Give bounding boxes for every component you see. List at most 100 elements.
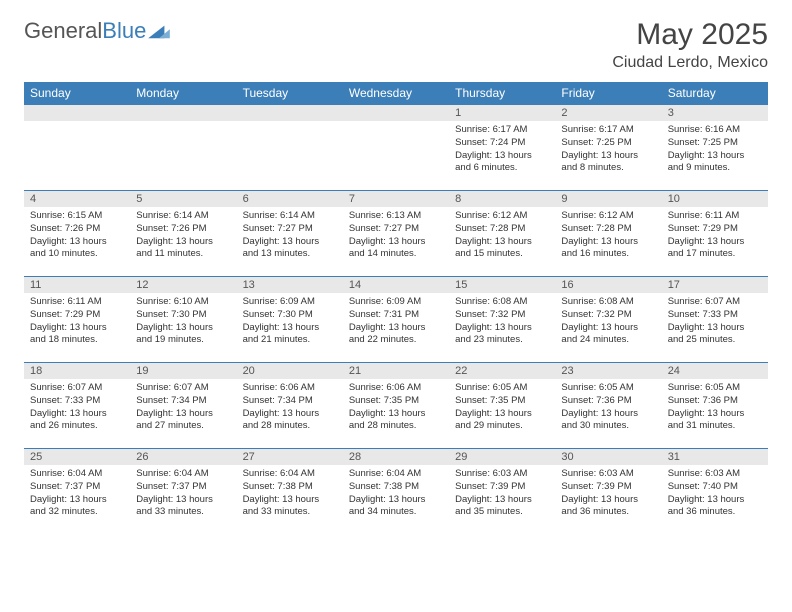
day-daylight1: Daylight: 13 hours	[243, 236, 337, 249]
calendar-day-cell: 6Sunrise: 6:14 AMSunset: 7:27 PMDaylight…	[237, 191, 343, 277]
day-daylight1: Daylight: 13 hours	[561, 322, 655, 335]
day-number: 17	[662, 277, 768, 293]
calendar-week-row: 1Sunrise: 6:17 AMSunset: 7:24 PMDaylight…	[24, 105, 768, 191]
day-sunrise: Sunrise: 6:03 AM	[668, 468, 762, 481]
day-header: Sunday	[24, 82, 130, 105]
day-daylight2: and 33 minutes.	[243, 506, 337, 519]
day-number: 4	[24, 191, 130, 207]
day-sunset: Sunset: 7:36 PM	[561, 395, 655, 408]
day-sunrise: Sunrise: 6:03 AM	[455, 468, 549, 481]
day-sunset: Sunset: 7:38 PM	[349, 481, 443, 494]
day-sunrise: Sunrise: 6:04 AM	[349, 468, 443, 481]
day-sunrise: Sunrise: 6:09 AM	[349, 296, 443, 309]
calendar-day-cell	[343, 105, 449, 191]
calendar-day-cell: 20Sunrise: 6:06 AMSunset: 7:34 PMDayligh…	[237, 363, 343, 449]
day-data: Sunrise: 6:07 AMSunset: 7:34 PMDaylight:…	[130, 379, 236, 437]
day-sunset: Sunset: 7:25 PM	[561, 137, 655, 150]
calendar-day-cell: 3Sunrise: 6:16 AMSunset: 7:25 PMDaylight…	[662, 105, 768, 191]
day-sunset: Sunset: 7:38 PM	[243, 481, 337, 494]
day-sunrise: Sunrise: 6:12 AM	[561, 210, 655, 223]
day-data: Sunrise: 6:04 AMSunset: 7:37 PMDaylight:…	[24, 465, 130, 523]
day-data: Sunrise: 6:07 AMSunset: 7:33 PMDaylight:…	[24, 379, 130, 437]
day-daylight1: Daylight: 13 hours	[30, 408, 124, 421]
calendar-day-cell: 16Sunrise: 6:08 AMSunset: 7:32 PMDayligh…	[555, 277, 661, 363]
day-data: Sunrise: 6:10 AMSunset: 7:30 PMDaylight:…	[130, 293, 236, 351]
day-number: 12	[130, 277, 236, 293]
day-sunrise: Sunrise: 6:05 AM	[668, 382, 762, 395]
day-sunrise: Sunrise: 6:12 AM	[455, 210, 549, 223]
day-sunset: Sunset: 7:26 PM	[30, 223, 124, 236]
day-daylight1: Daylight: 13 hours	[561, 408, 655, 421]
logo-triangle-icon	[148, 22, 170, 40]
day-data: Sunrise: 6:03 AMSunset: 7:40 PMDaylight:…	[662, 465, 768, 523]
day-sunset: Sunset: 7:24 PM	[455, 137, 549, 150]
day-sunrise: Sunrise: 6:07 AM	[30, 382, 124, 395]
day-sunset: Sunset: 7:33 PM	[30, 395, 124, 408]
day-daylight1: Daylight: 13 hours	[349, 236, 443, 249]
day-sunrise: Sunrise: 6:08 AM	[455, 296, 549, 309]
day-daylight2: and 22 minutes.	[349, 334, 443, 347]
calendar-table: Sunday Monday Tuesday Wednesday Thursday…	[24, 82, 768, 535]
day-daylight2: and 26 minutes.	[30, 420, 124, 433]
day-daylight1: Daylight: 13 hours	[243, 408, 337, 421]
day-number: 26	[130, 449, 236, 465]
calendar-day-cell: 8Sunrise: 6:12 AMSunset: 7:28 PMDaylight…	[449, 191, 555, 277]
day-sunrise: Sunrise: 6:14 AM	[243, 210, 337, 223]
day-daylight1: Daylight: 13 hours	[30, 322, 124, 335]
day-daylight1: Daylight: 13 hours	[349, 494, 443, 507]
calendar-day-cell: 27Sunrise: 6:04 AMSunset: 7:38 PMDayligh…	[237, 449, 343, 535]
day-daylight2: and 31 minutes.	[668, 420, 762, 433]
day-daylight2: and 16 minutes.	[561, 248, 655, 261]
day-daylight2: and 34 minutes.	[349, 506, 443, 519]
day-data: Sunrise: 6:17 AMSunset: 7:24 PMDaylight:…	[449, 121, 555, 179]
day-daylight1: Daylight: 13 hours	[136, 408, 230, 421]
day-sunrise: Sunrise: 6:06 AM	[349, 382, 443, 395]
day-number: 15	[449, 277, 555, 293]
day-daylight2: and 28 minutes.	[349, 420, 443, 433]
day-number: 7	[343, 191, 449, 207]
day-data: Sunrise: 6:16 AMSunset: 7:25 PMDaylight:…	[662, 121, 768, 179]
day-data: Sunrise: 6:03 AMSunset: 7:39 PMDaylight:…	[555, 465, 661, 523]
day-sunrise: Sunrise: 6:14 AM	[136, 210, 230, 223]
day-daylight1: Daylight: 13 hours	[455, 150, 549, 163]
day-sunset: Sunset: 7:30 PM	[243, 309, 337, 322]
day-number: 11	[24, 277, 130, 293]
day-sunrise: Sunrise: 6:07 AM	[668, 296, 762, 309]
calendar-day-cell: 25Sunrise: 6:04 AMSunset: 7:37 PMDayligh…	[24, 449, 130, 535]
day-daylight2: and 15 minutes.	[455, 248, 549, 261]
day-header: Friday	[555, 82, 661, 105]
day-daylight1: Daylight: 13 hours	[561, 494, 655, 507]
day-daylight2: and 24 minutes.	[561, 334, 655, 347]
day-sunset: Sunset: 7:27 PM	[243, 223, 337, 236]
day-sunset: Sunset: 7:27 PM	[349, 223, 443, 236]
day-daylight1: Daylight: 13 hours	[30, 494, 124, 507]
day-daylight1: Daylight: 13 hours	[455, 322, 549, 335]
day-sunrise: Sunrise: 6:05 AM	[455, 382, 549, 395]
day-daylight2: and 35 minutes.	[455, 506, 549, 519]
day-number	[130, 105, 236, 121]
day-data: Sunrise: 6:09 AMSunset: 7:31 PMDaylight:…	[343, 293, 449, 351]
day-sunrise: Sunrise: 6:16 AM	[668, 124, 762, 137]
calendar-day-cell: 1Sunrise: 6:17 AMSunset: 7:24 PMDaylight…	[449, 105, 555, 191]
day-number: 23	[555, 363, 661, 379]
day-number: 22	[449, 363, 555, 379]
day-data: Sunrise: 6:08 AMSunset: 7:32 PMDaylight:…	[555, 293, 661, 351]
day-daylight1: Daylight: 13 hours	[136, 494, 230, 507]
day-data: Sunrise: 6:17 AMSunset: 7:25 PMDaylight:…	[555, 121, 661, 179]
calendar-day-cell: 15Sunrise: 6:08 AMSunset: 7:32 PMDayligh…	[449, 277, 555, 363]
day-sunrise: Sunrise: 6:07 AM	[136, 382, 230, 395]
day-number	[237, 105, 343, 121]
day-sunset: Sunset: 7:34 PM	[243, 395, 337, 408]
logo-text: GeneralBlue	[24, 18, 146, 44]
day-sunrise: Sunrise: 6:04 AM	[136, 468, 230, 481]
day-daylight2: and 36 minutes.	[561, 506, 655, 519]
title-block: May 2025 Ciudad Lerdo, Mexico	[612, 18, 768, 72]
day-data: Sunrise: 6:07 AMSunset: 7:33 PMDaylight:…	[662, 293, 768, 351]
day-daylight1: Daylight: 13 hours	[561, 150, 655, 163]
day-daylight2: and 9 minutes.	[668, 162, 762, 175]
day-sunrise: Sunrise: 6:11 AM	[668, 210, 762, 223]
location: Ciudad Lerdo, Mexico	[612, 54, 768, 72]
day-sunrise: Sunrise: 6:09 AM	[243, 296, 337, 309]
day-number: 13	[237, 277, 343, 293]
day-sunset: Sunset: 7:39 PM	[561, 481, 655, 494]
